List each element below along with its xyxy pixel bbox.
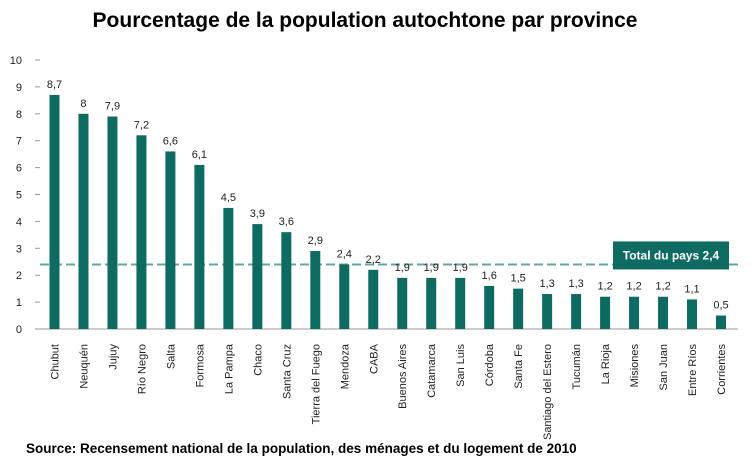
y-tick-label: 4 (16, 216, 22, 228)
data-label: 2,4 (337, 248, 352, 260)
data-label: 7,2 (134, 119, 149, 131)
category-label: Santa Fe (513, 344, 525, 389)
bar (49, 94, 60, 329)
category-label: San Juan (658, 344, 670, 390)
reference-label-group: Total du pays 2,4 (613, 241, 729, 270)
y-tick-label: 7 (16, 136, 22, 148)
category-label: Río Negro (136, 344, 148, 394)
y-tick-label: 10 (10, 55, 22, 67)
bar (571, 294, 582, 329)
bar (716, 315, 726, 329)
bar (484, 285, 495, 329)
data-label: 1,3 (539, 278, 554, 290)
bar (339, 264, 350, 329)
y-tick-label: 3 (16, 243, 22, 255)
data-label: 7,9 (105, 100, 120, 112)
bar (629, 296, 640, 329)
bar (223, 207, 234, 329)
data-label: 6,6 (163, 135, 178, 147)
y-tick-label: 6 (16, 163, 22, 175)
reference-label: Total du pays 2,4 (623, 248, 720, 262)
category-label: Neuquén (78, 344, 90, 389)
bar (310, 250, 321, 329)
data-label: 8,7 (47, 79, 62, 91)
chart-source: Source: Recensement national de la popul… (26, 441, 577, 456)
bar (78, 113, 89, 329)
y-tick-label: 8 (16, 109, 22, 121)
category-label: Chubut (50, 344, 62, 379)
bar (426, 277, 437, 329)
chart-title: Pourcentage de la population autochtone … (92, 9, 638, 32)
category-label: Buenos Aires (397, 344, 409, 409)
category-label: Misiones (629, 344, 641, 388)
category-label: Mendoza (339, 343, 351, 389)
category-label: Santiago del Estero (542, 344, 554, 440)
data-label: 1,5 (511, 273, 526, 285)
data-label: 0,5 (713, 300, 728, 312)
category-label: Formosa (194, 343, 206, 387)
bar (136, 135, 147, 329)
category-label: CABA (368, 343, 380, 374)
category-labels: Chubut Neuquén Jujuy Río Negro Salta Formosa L… (50, 343, 729, 440)
bar (281, 232, 292, 329)
y-tick-label: 1 (16, 297, 22, 309)
y-tick-label: 0 (16, 324, 22, 336)
category-label: Jujuy (107, 344, 119, 370)
category-label: Entre Ríos (687, 344, 699, 396)
data-label: 3,9 (250, 208, 265, 220)
bar (397, 277, 408, 329)
bar (542, 294, 553, 329)
category-label: Tierra del Fuego (310, 344, 322, 424)
data-label: 1,2 (626, 281, 641, 293)
data-label: 8 (80, 98, 86, 110)
data-label: 1,9 (395, 262, 410, 274)
data-label: 1,9 (424, 262, 439, 274)
data-label: 3,6 (279, 216, 294, 228)
category-label: La Pampa (223, 343, 235, 394)
data-label: 1,9 (453, 262, 468, 274)
category-label: Santa Cruz (281, 344, 293, 399)
bar (194, 164, 205, 329)
data-label: 1,1 (684, 283, 699, 295)
category-label: Córdoba (484, 343, 496, 386)
category-label: Catamarca (426, 343, 438, 398)
data-label: 1,3 (568, 278, 583, 290)
bar (165, 151, 176, 329)
y-tick-label: 2 (16, 270, 22, 282)
bar (455, 277, 466, 329)
category-label: Salta (165, 343, 177, 369)
category-label: Chaco (252, 344, 264, 376)
bar (513, 288, 524, 329)
data-label: 1,6 (482, 270, 497, 282)
data-label: 6,1 (192, 149, 207, 161)
bar (107, 116, 118, 330)
category-label: Tucumán (571, 344, 583, 389)
y-axis: 0 1 2 3 4 5 6 7 8 9 10 (10, 55, 738, 336)
data-label: 1,2 (655, 281, 670, 293)
category-label: San Luis (455, 344, 467, 387)
bar (687, 299, 698, 329)
bars (49, 94, 726, 330)
data-labels: 8,7 8 7,9 7,2 6,6 6,1 4,5 3,9 3,6 2,9 2,4 2,2 1,9 1,9… (47, 79, 729, 312)
bar (252, 224, 263, 329)
reference-label-box (613, 241, 729, 270)
bar (368, 269, 379, 329)
category-label: Corrientes (716, 344, 728, 395)
category-label: La Rioja (600, 343, 612, 384)
bar (658, 296, 669, 329)
y-tick-label: 9 (16, 82, 22, 94)
data-label: 4,5 (221, 192, 236, 204)
data-label: 2,9 (308, 235, 323, 247)
data-label: 2,2 (366, 254, 381, 266)
bar (600, 296, 611, 329)
data-label: 1,2 (597, 281, 612, 293)
y-tick-label: 5 (16, 190, 22, 202)
